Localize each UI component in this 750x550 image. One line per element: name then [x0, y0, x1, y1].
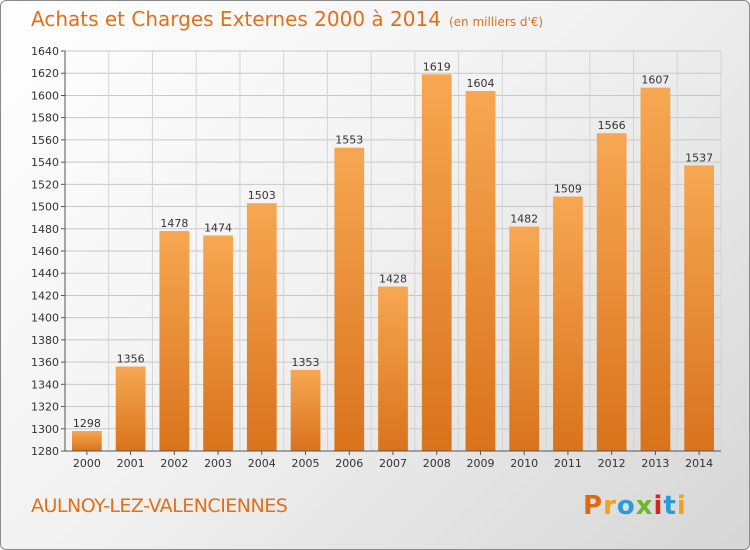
- x-tick-label: 2001: [117, 457, 145, 470]
- x-tick-label: 2012: [598, 457, 626, 470]
- y-tick-label: 1600: [31, 89, 59, 102]
- bar: [378, 286, 408, 451]
- y-tick-label: 1540: [31, 156, 59, 169]
- bar: [159, 231, 190, 451]
- y-tick-label: 1460: [31, 245, 59, 258]
- data-label: 1607: [641, 74, 669, 87]
- data-label: 1482: [510, 213, 538, 226]
- data-label: 1553: [335, 134, 363, 147]
- x-tick-label: 2008: [423, 457, 451, 470]
- y-tick-label: 1480: [31, 223, 59, 236]
- data-label: 1503: [248, 189, 276, 202]
- bar: [421, 74, 452, 451]
- bar: [115, 366, 146, 451]
- chart-subtitle: (en milliers d'€): [448, 15, 544, 29]
- x-tick-label: 2009: [466, 457, 494, 470]
- data-label: 1509: [554, 183, 582, 196]
- city-name: AULNOY-LEZ-VALENCIENNES: [31, 495, 288, 517]
- x-tick-label: 2002: [160, 457, 188, 470]
- bar: [203, 235, 233, 451]
- data-label: 1474: [204, 221, 232, 234]
- x-tick-label: 2013: [641, 457, 669, 470]
- logo-letter: i: [653, 491, 664, 521]
- bar: [509, 226, 540, 451]
- y-tick-label: 1560: [31, 134, 59, 147]
- data-label: 1478: [160, 217, 188, 230]
- y-tick-label: 1440: [31, 267, 59, 280]
- bar: [290, 369, 321, 451]
- data-label: 1356: [117, 353, 145, 366]
- bars: 1298 1356 1478 1474 1503 1353 1553 1428 1619 1604…: [71, 60, 715, 452]
- bar: [596, 133, 627, 451]
- logo-letter: t: [663, 491, 677, 521]
- x-tick-label: 2005: [292, 457, 320, 470]
- proxiti-logo: Proxiti: [583, 491, 687, 521]
- bar: [71, 431, 102, 451]
- x-tick-label: 2014: [685, 457, 713, 470]
- data-label: 1353: [292, 356, 320, 369]
- bar: [553, 196, 583, 451]
- data-label: 1604: [466, 77, 494, 90]
- bar: [465, 91, 496, 451]
- x-tick-label: 2011: [554, 457, 582, 470]
- y-tick-label: 1380: [31, 334, 59, 347]
- y-tick-label: 1620: [31, 67, 59, 80]
- y-tick-label: 1340: [31, 378, 59, 391]
- y-tick-label: 1280: [31, 445, 59, 458]
- y-tick-label: 1640: [31, 45, 59, 58]
- bar: [334, 147, 365, 451]
- logo-letter: r: [603, 491, 617, 521]
- x-tick-label: 2007: [379, 457, 407, 470]
- logo-letter: o: [616, 491, 636, 521]
- x-axis: 2000 2001 2002 2003 2004 2005 2006 2007 2008 2009…: [65, 450, 721, 470]
- logo-letter: P: [583, 491, 604, 521]
- x-tick-label: 2003: [204, 457, 232, 470]
- y-tick-label: 1360: [31, 356, 59, 369]
- data-label: 1566: [598, 119, 626, 132]
- bar: [640, 87, 671, 452]
- data-label: 1428: [379, 273, 407, 286]
- data-label: 1298: [73, 417, 101, 430]
- bar: [684, 165, 715, 451]
- y-tick-label: 1580: [31, 112, 59, 125]
- x-tick-label: 2010: [510, 457, 538, 470]
- y-tick-label: 1300: [31, 423, 59, 436]
- y-tick-label: 1320: [31, 401, 59, 414]
- y-tick-label: 1500: [31, 201, 59, 214]
- y-tick-label: 1520: [31, 178, 59, 191]
- x-tick-label: 2004: [248, 457, 276, 470]
- y-axis: 1280 1300 1320 1340 1360 1380 1400 1420 1440 1460…: [31, 45, 66, 458]
- data-label: 1537: [685, 151, 713, 164]
- x-tick-label: 2006: [335, 457, 363, 470]
- x-tick-label: 2000: [73, 457, 101, 470]
- y-tick-label: 1400: [31, 312, 59, 325]
- chart-title: Achats et Charges Externes 2000 à 2014 (e…: [31, 7, 543, 31]
- logo-letter: i: [676, 491, 687, 521]
- chart-title-text: Achats et Charges Externes 2000 à 2014: [31, 7, 441, 31]
- y-tick-label: 1420: [31, 289, 59, 302]
- data-label: 1619: [423, 60, 451, 73]
- logo-letter: x: [635, 491, 654, 521]
- bar: [246, 203, 277, 451]
